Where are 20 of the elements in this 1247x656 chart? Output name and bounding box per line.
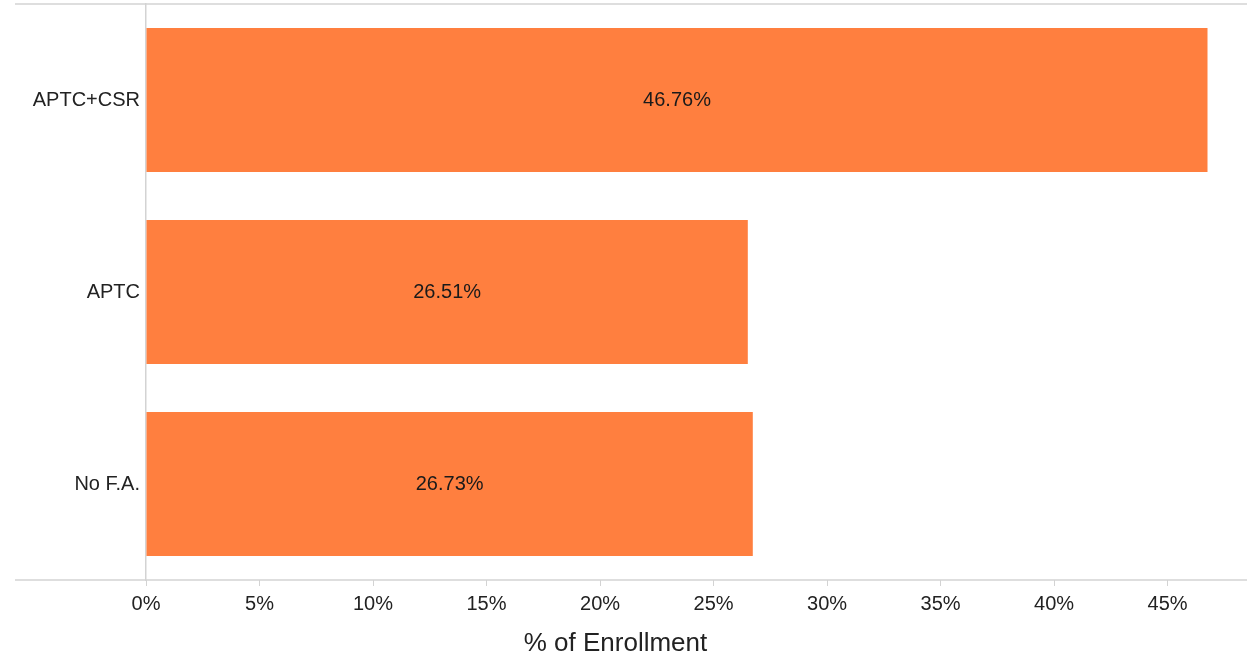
x-tick-label: 10% (352, 591, 394, 614)
x-axis-title: % of Enrollment (523, 627, 709, 656)
x-tick-label: 5% (245, 591, 275, 614)
bar (146, 220, 748, 364)
x-tick-label: 30% (807, 591, 848, 614)
data-label: 46.76% (643, 87, 712, 110)
x-tick-label: 40% (1034, 591, 1075, 614)
bar (146, 412, 753, 556)
x-tick-label: 20% (580, 591, 621, 614)
data-label: 26.73% (415, 471, 484, 494)
x-tick-label: 35% (920, 591, 961, 614)
x-tick-label: 25% (693, 591, 734, 614)
bar (146, 28, 1208, 172)
y-tick-label: APTC+CSR (32, 87, 140, 110)
x-tick-label: 45% (1147, 591, 1188, 614)
y-tick-label: No F.A. (74, 471, 140, 494)
data-label: 26.51% (413, 279, 482, 302)
x-tick-label: 15% (466, 591, 507, 614)
x-tick-label: 0% (131, 591, 161, 614)
y-tick-label: APTC (86, 279, 140, 302)
